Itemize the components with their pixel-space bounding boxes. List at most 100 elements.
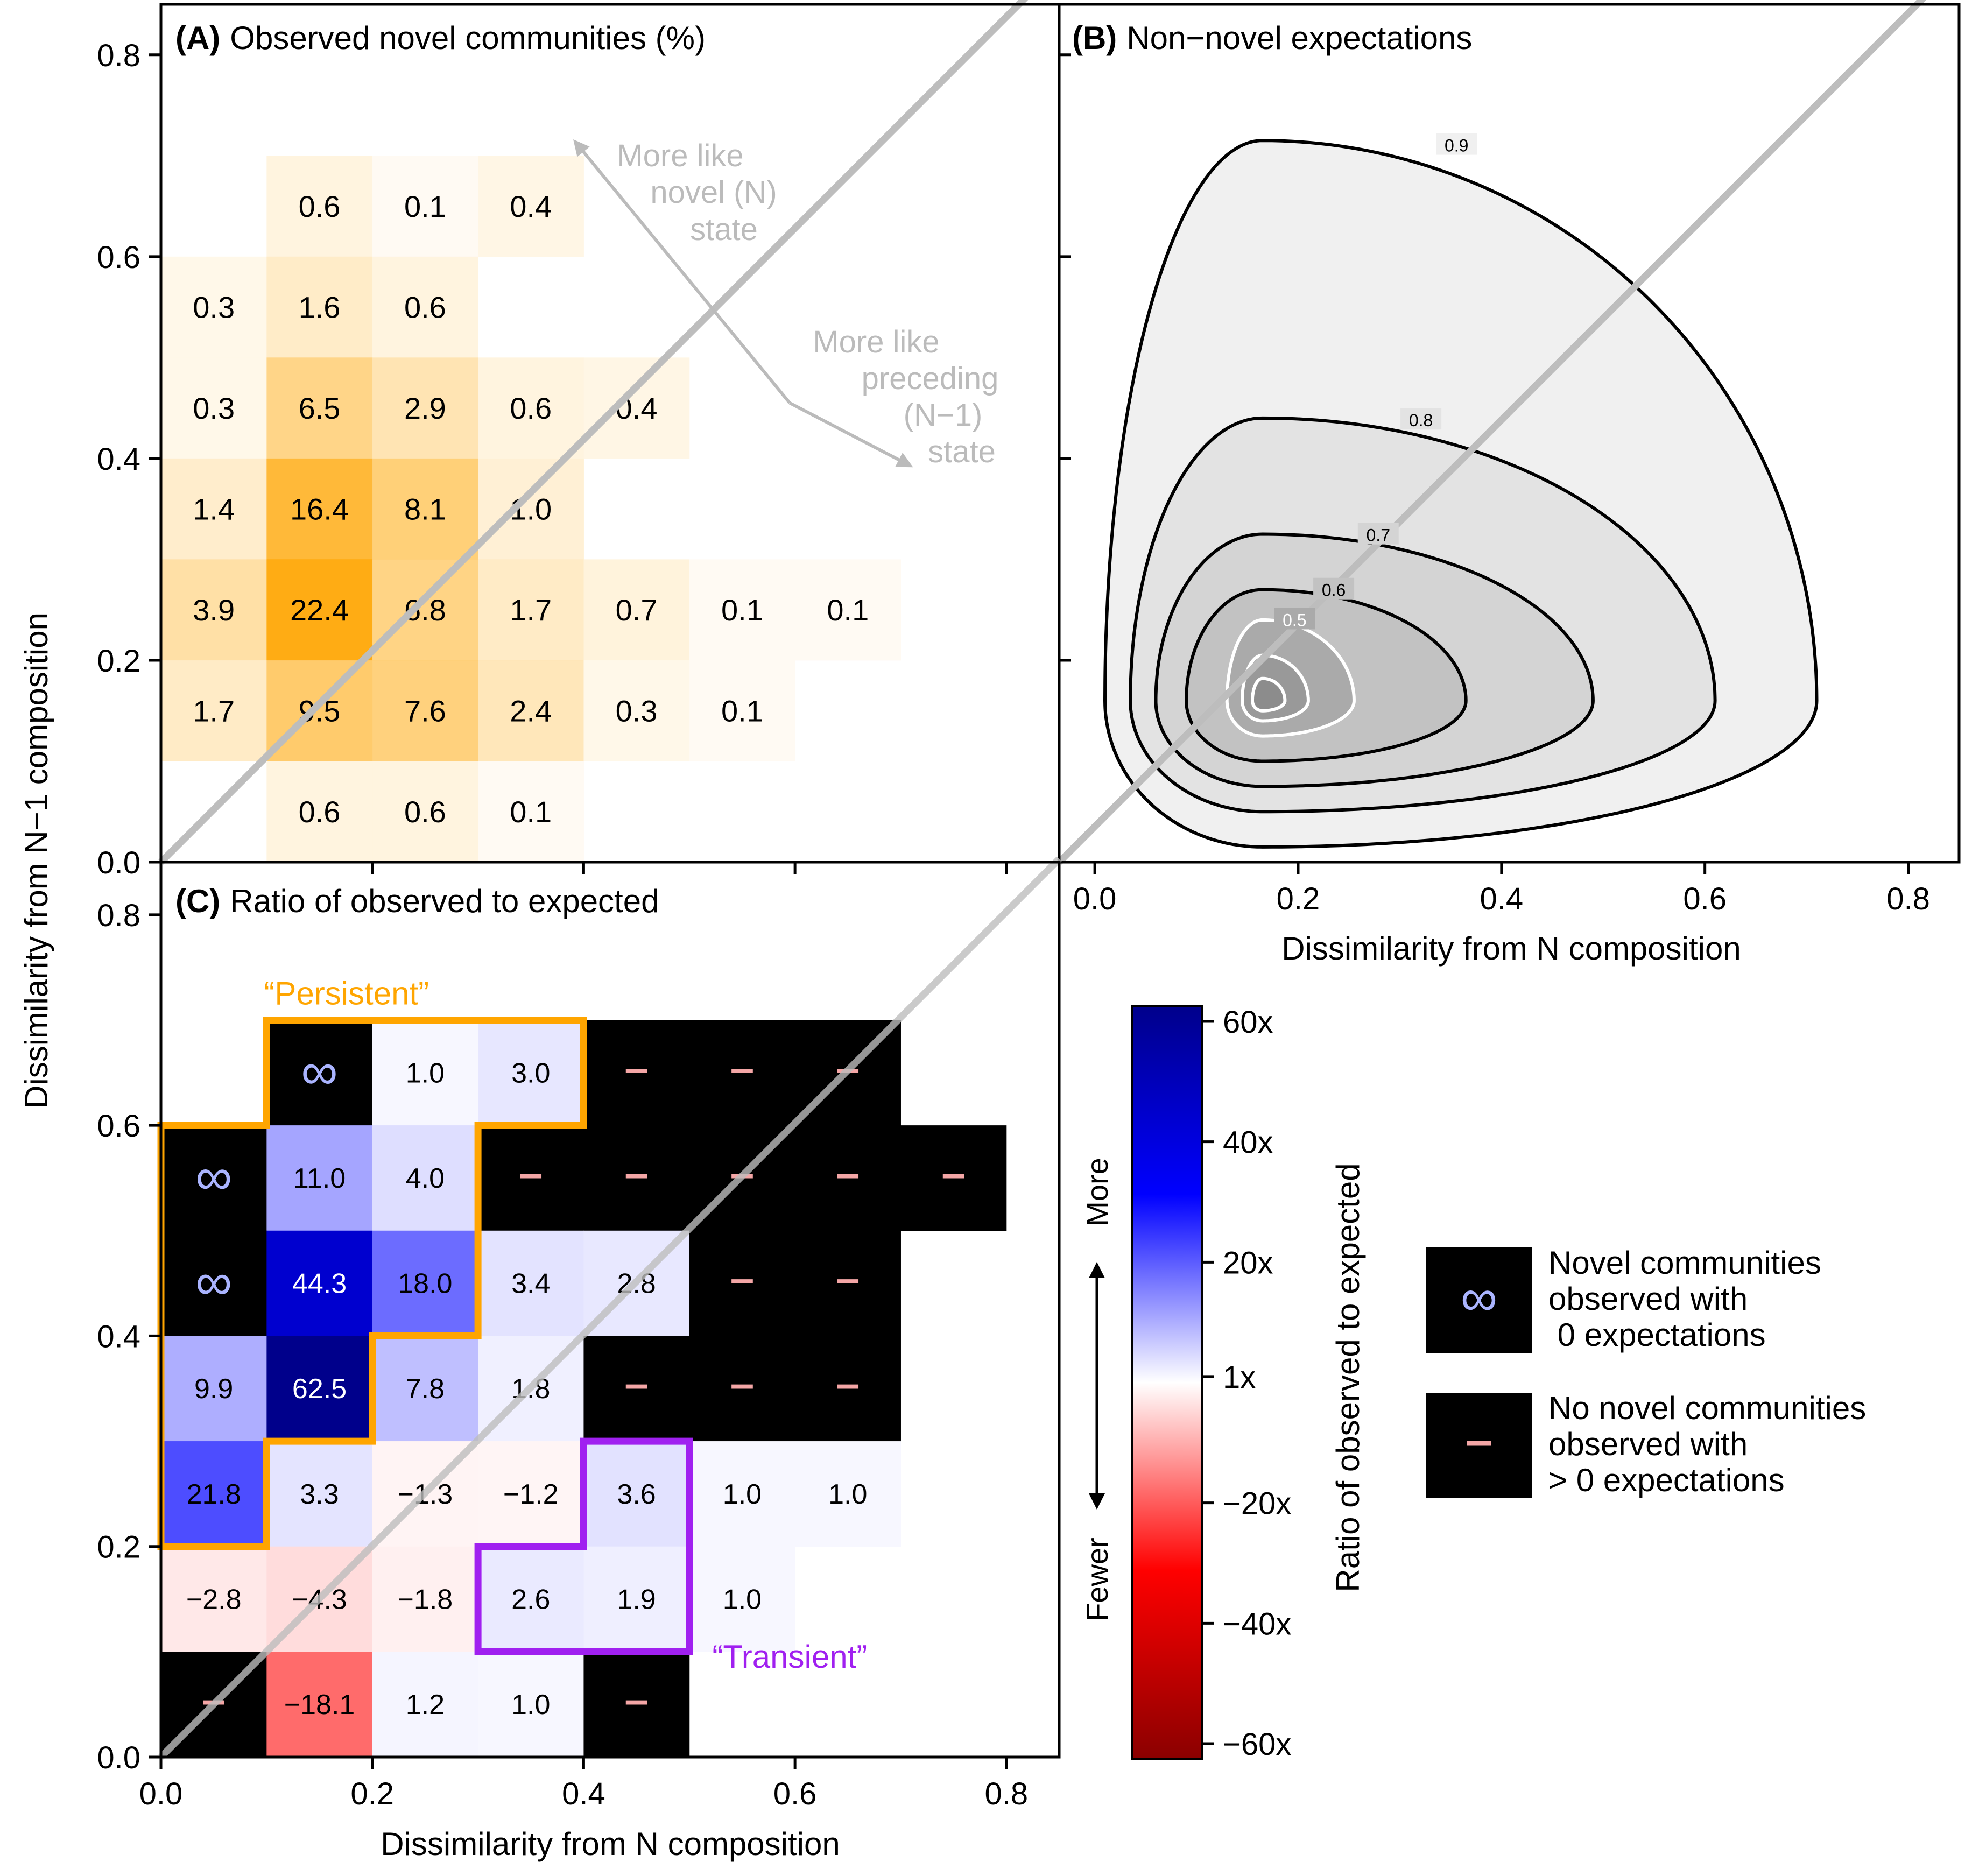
y-tick-label: 0.8 xyxy=(97,38,140,73)
x-tick-label: 0.4 xyxy=(1480,881,1524,916)
dash-symbol: – xyxy=(836,1359,860,1407)
panel-b-contour-labels: 0.9 0.8 0.7 0.6 0.5 xyxy=(1274,133,1477,630)
panel-c-cell xyxy=(266,1020,373,1126)
panel-c-cell xyxy=(689,1230,795,1336)
panel-c-cell xyxy=(266,1336,373,1442)
panel-b-contours xyxy=(1103,139,1819,849)
panel-c-cell xyxy=(266,1125,373,1231)
up-line-2: novel (N) xyxy=(650,175,777,210)
panel-c-cell xyxy=(795,1230,901,1336)
panel-a-cell-label: 0.1 xyxy=(721,593,763,627)
colorbar: 60x 40x 20x 1x −20x −40x −60x More Fewer Ratio… xyxy=(1080,1005,1366,1762)
infinity-symbol: ∞ xyxy=(195,1253,232,1311)
down-line-2: preceding xyxy=(862,361,999,396)
panel-c-cell-label: 62.5 xyxy=(292,1373,347,1405)
panel-c-cell xyxy=(583,1441,690,1547)
up-line-1: More like xyxy=(617,138,743,173)
panel-a-cell xyxy=(266,559,373,661)
panel-c-xlabel: Dissimilarity from N composition xyxy=(381,1826,840,1862)
transient-outline xyxy=(474,1437,693,1655)
contour-label: 0.5 xyxy=(1283,610,1306,630)
panel-c-cell xyxy=(583,1125,690,1231)
x-tick-label: 0.0 xyxy=(1073,881,1117,916)
dash-symbol: – xyxy=(624,1149,649,1197)
panel-c-cell-label: 11.0 xyxy=(293,1163,346,1194)
x-tick-label: 0.6 xyxy=(1683,881,1727,916)
colorbar-tick-label: 1x xyxy=(1223,1360,1256,1395)
panel-a-cell-label: 1.7 xyxy=(510,593,552,627)
panel-a-cell-label: 0.4 xyxy=(510,189,552,223)
panel-a-cell xyxy=(689,559,795,661)
y-tick-label: 0.2 xyxy=(97,1530,140,1565)
panel-c-cell xyxy=(161,1546,267,1652)
panel-a: 0.6 0.1 0.4 0.3 1.6 0.6 0.3 6.5 2.9 0.6 0.4 1.4 16.4… xyxy=(97,0,1071,880)
infinity-symbol: ∞ xyxy=(195,1148,232,1205)
colorbar-tick-label: 60x xyxy=(1223,1005,1273,1040)
more-label: More xyxy=(1080,1158,1114,1226)
dash-symbol: – xyxy=(941,1149,966,1197)
panel-a-cell xyxy=(478,357,584,459)
panel-c-title-letter: (C) xyxy=(175,883,220,919)
panel-a-cell-label: 0.6 xyxy=(404,795,446,829)
colorbar-ylabel: Ratio of observed to expected xyxy=(1330,1163,1366,1592)
panel-c-cell-label: 3.4 xyxy=(511,1268,550,1300)
legend-dash-swatch xyxy=(1426,1393,1532,1498)
panel-b: 0.9 0.8 0.7 0.6 0.5 (B) Non−novel expectation… xyxy=(1057,0,1961,967)
panel-a-cell-label: 22.4 xyxy=(290,593,349,627)
panel-c-cell xyxy=(372,1125,478,1231)
panel-b-title: (B) Non−novel expectations xyxy=(1072,20,1472,56)
persistent-outline xyxy=(157,1017,587,1550)
panel-a-cell xyxy=(266,761,373,863)
panel-c-cell-label: 1.0 xyxy=(723,1584,762,1616)
colorbar-ticks: 60x 40x 20x 1x −20x −40x −60x xyxy=(1202,1005,1291,1762)
colorbar-tick-label: −40x xyxy=(1223,1606,1291,1641)
colorbar-tick-label: 40x xyxy=(1223,1125,1273,1160)
y-axis-label: Dissimilarity from N−1 composition xyxy=(18,612,54,1109)
panel-a-cell-label: 1.7 xyxy=(193,694,235,728)
panel-c-cell xyxy=(478,1125,584,1231)
panel-a-cell xyxy=(478,559,584,661)
panel-a-cell-label: 0.1 xyxy=(827,593,869,627)
panel-a-title: (A) Observed novel communities (%) xyxy=(175,20,706,56)
panel-c-cell-label: 3.3 xyxy=(300,1479,339,1510)
panel-c-cell xyxy=(161,1441,267,1547)
panel-c-cell-label: 4.0 xyxy=(406,1163,445,1194)
panel-a-cell-label: 0.7 xyxy=(616,593,658,627)
panel-c-cell xyxy=(161,1125,267,1231)
up-line-3: state xyxy=(690,212,758,247)
panel-a-cell xyxy=(372,156,478,257)
y-tick-label: 0.4 xyxy=(97,1319,140,1354)
panel-c-cell xyxy=(478,1230,584,1336)
panel-a-cell xyxy=(161,357,267,459)
x-tick-label: 0.2 xyxy=(1277,881,1320,916)
panel-c-cell xyxy=(583,1652,690,1758)
arrow-to-preceding xyxy=(788,401,913,468)
x-tick-label: 0.2 xyxy=(350,1776,394,1811)
y-tick-label: 0.2 xyxy=(97,644,140,679)
panel-c-cell xyxy=(689,1336,795,1442)
panel-c-title: (C) Ratio of observed to expected xyxy=(175,883,659,919)
y-tick-label: 0.8 xyxy=(97,898,140,933)
panel-c-title-text: Ratio of observed to expected xyxy=(230,883,659,919)
legend-dash-symbol: – xyxy=(1466,1413,1492,1467)
panel-a-cell xyxy=(161,458,267,560)
panel-a-cell xyxy=(372,761,478,863)
panel-a-cell-label: 2.9 xyxy=(404,391,446,425)
contour-0-3 xyxy=(1251,676,1287,713)
panel-c-cell xyxy=(478,1652,584,1758)
arrow-to-novel xyxy=(573,139,791,404)
y-tick-label: 0.4 xyxy=(97,442,140,477)
panel-c-cell-label: −18.1 xyxy=(284,1689,355,1720)
panel-c-cell-label: 2.6 xyxy=(511,1584,550,1616)
panel-c-cell-label: 21.8 xyxy=(187,1479,241,1510)
dash-symbol: – xyxy=(624,1043,649,1091)
panel-c-cell-label: 3.6 xyxy=(617,1479,656,1510)
panel-c-ticks: 0.0 0.2 0.4 0.6 0.8 0.0 0.2 0.4 0.6 0.8 xyxy=(97,898,1028,1811)
contour-label-bg xyxy=(1357,523,1399,545)
panel-c-cell xyxy=(478,1020,584,1126)
panel-c-cell xyxy=(689,1546,795,1652)
legend-infinity-symbol: ∞ xyxy=(1461,1269,1497,1327)
panel-a-cell-label: 0.1 xyxy=(404,189,446,223)
panel-c-cell-label: 3.0 xyxy=(511,1057,550,1089)
infinity-symbol: ∞ xyxy=(301,1042,337,1100)
